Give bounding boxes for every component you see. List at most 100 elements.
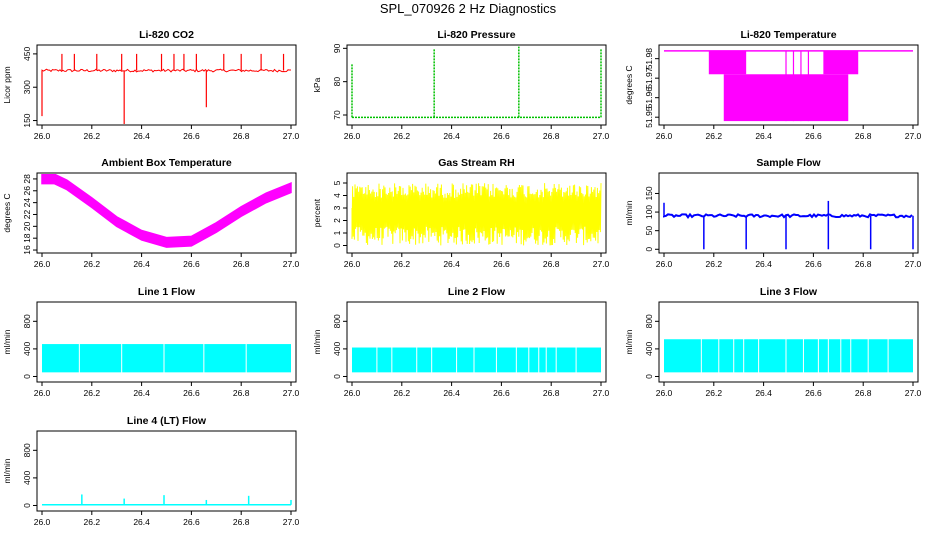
y-tick-label: 28: [22, 174, 32, 184]
page-title: SPL_070926 2 Hz Diagnostics: [379, 1, 557, 16]
x-tick-label: 26.0: [34, 259, 51, 269]
x-tick-label: 26.8: [543, 388, 560, 398]
y-tick-label: 0: [644, 247, 654, 252]
y-tick-label: 4: [332, 193, 342, 198]
chart-title: Li-820 CO2: [139, 29, 194, 41]
y-tick-label: 51.98: [644, 48, 654, 70]
y-axis-label: ml/min: [2, 329, 12, 354]
chart-title: Line 3 Flow: [760, 286, 818, 298]
y-tick-label: 0: [332, 374, 342, 379]
x-tick-label: 26.4: [755, 131, 772, 141]
plot-frame: [36, 172, 297, 254]
series-line: [663, 212, 913, 219]
x-tick-label: 26.2: [394, 388, 411, 398]
chart-title: Li-820 Pressure: [437, 29, 515, 41]
y-axis-label: Licor ppm: [2, 66, 12, 103]
chart-panel: Sample Flow 26.0 26.2 26.4 26.6 26.8 27.0 0 50 10…: [624, 157, 922, 269]
x-tick-label: 26.8: [543, 259, 560, 269]
x-tick-label: 27.0: [283, 131, 300, 141]
x-tick-label: 26.2: [84, 259, 101, 269]
y-axis-label: degrees C: [2, 193, 12, 232]
y-tick-label: 70: [332, 110, 342, 120]
plot-area: [664, 50, 913, 122]
y-tick-label: 800: [22, 443, 32, 457]
x-tick-label: 26.8: [233, 517, 250, 527]
y-axis-label: percent: [312, 198, 322, 227]
x-tick-label: 27.0: [283, 259, 300, 269]
x-tick-label: 26.8: [543, 131, 560, 141]
plot-area: [352, 346, 601, 374]
series-band: [42, 344, 291, 373]
y-tick-label: 300: [22, 80, 32, 94]
x-tick-label: 26.0: [656, 259, 673, 269]
y-tick-label: 18: [22, 233, 32, 243]
plot-area: [42, 343, 291, 374]
y-tick-label: 1: [332, 230, 342, 235]
series-band: [823, 50, 859, 75]
plot-area: [42, 494, 292, 506]
y-tick-label: 5: [332, 180, 342, 185]
y-tick-label: 150: [644, 186, 654, 200]
chart-panel: Line 2 Flow 26.0 26.2 26.4 26.6 26.8 27.0 0 400 8…: [312, 286, 610, 398]
x-tick-label: 27.0: [905, 131, 922, 141]
x-tick-label: 26.8: [233, 131, 250, 141]
y-tick-label: 450: [22, 47, 32, 61]
x-tick-label: 26.6: [805, 259, 822, 269]
plot-frame: [658, 44, 919, 126]
plot-frame: [36, 430, 297, 512]
chart-panel: Ambient Box Temperature 26.0 26.2 26.4 26.6 2…: [2, 157, 300, 269]
x-tick-label: 26.0: [34, 517, 51, 527]
x-tick-label: 26.2: [84, 388, 101, 398]
x-tick-label: 26.2: [706, 259, 723, 269]
y-tick-label: 0: [644, 374, 654, 379]
chart-title: Sample Flow: [756, 157, 821, 169]
y-tick-label: 22: [22, 209, 32, 219]
y-axis-label: ml/min: [312, 329, 322, 354]
x-tick-label: 26.6: [493, 259, 510, 269]
plot-area: [41, 174, 292, 248]
x-tick-label: 26.4: [443, 131, 460, 141]
plot-frame: [346, 44, 607, 126]
y-tick-label: 400: [644, 342, 654, 356]
x-tick-label: 26.4: [133, 259, 150, 269]
plot-frame: [36, 44, 297, 126]
x-tick-label: 26.8: [855, 259, 872, 269]
series-band: [41, 174, 292, 248]
chart-panel: Li-820 Pressure 26.0 26.2 26.4 26.6 26.8 27.0 7…: [312, 29, 610, 141]
chart-title: Line 1 Flow: [138, 286, 196, 298]
x-tick-label: 26.4: [133, 517, 150, 527]
plot-area: [351, 46, 602, 119]
chart-panel: Li-820 CO2 26.0 26.2 26.4 26.6 26.8 27.0 150 300…: [2, 29, 300, 141]
x-tick-label: 26.0: [344, 131, 361, 141]
y-tick-label: 150: [22, 113, 32, 127]
chart-title: Ambient Box Temperature: [101, 157, 232, 169]
plot-area: [663, 200, 914, 250]
x-tick-label: 26.2: [706, 388, 723, 398]
x-tick-label: 26.0: [344, 388, 361, 398]
y-tick-label: 51.96: [644, 87, 654, 109]
y-tick-label: 0: [22, 503, 32, 508]
x-tick-label: 26.6: [183, 131, 200, 141]
y-axis-label: degrees C: [624, 65, 634, 104]
x-tick-label: 26.0: [344, 259, 361, 269]
plot-frame: [658, 301, 919, 383]
x-tick-label: 27.0: [593, 259, 610, 269]
x-tick-label: 26.0: [34, 131, 51, 141]
y-tick-label: 50: [644, 226, 654, 236]
chart-panel: Line 1 Flow 26.0 26.2 26.4 26.6 26.8 27.0 0 400 8…: [2, 286, 300, 398]
y-tick-label: 20: [22, 221, 32, 231]
x-tick-label: 27.0: [283, 388, 300, 398]
y-tick-label: 800: [22, 314, 32, 328]
x-tick-label: 26.4: [443, 388, 460, 398]
x-tick-label: 26.6: [183, 259, 200, 269]
plot-area: [351, 183, 602, 246]
x-tick-label: 26.6: [183, 517, 200, 527]
y-tick-label: 800: [644, 314, 654, 328]
y-tick-label: 800: [332, 314, 342, 328]
plot-area: [664, 338, 913, 374]
chart-title: Gas Stream RH: [438, 157, 514, 169]
x-tick-label: 26.6: [805, 131, 822, 141]
y-tick-label: 0: [22, 374, 32, 379]
plot-frame: [36, 301, 297, 383]
